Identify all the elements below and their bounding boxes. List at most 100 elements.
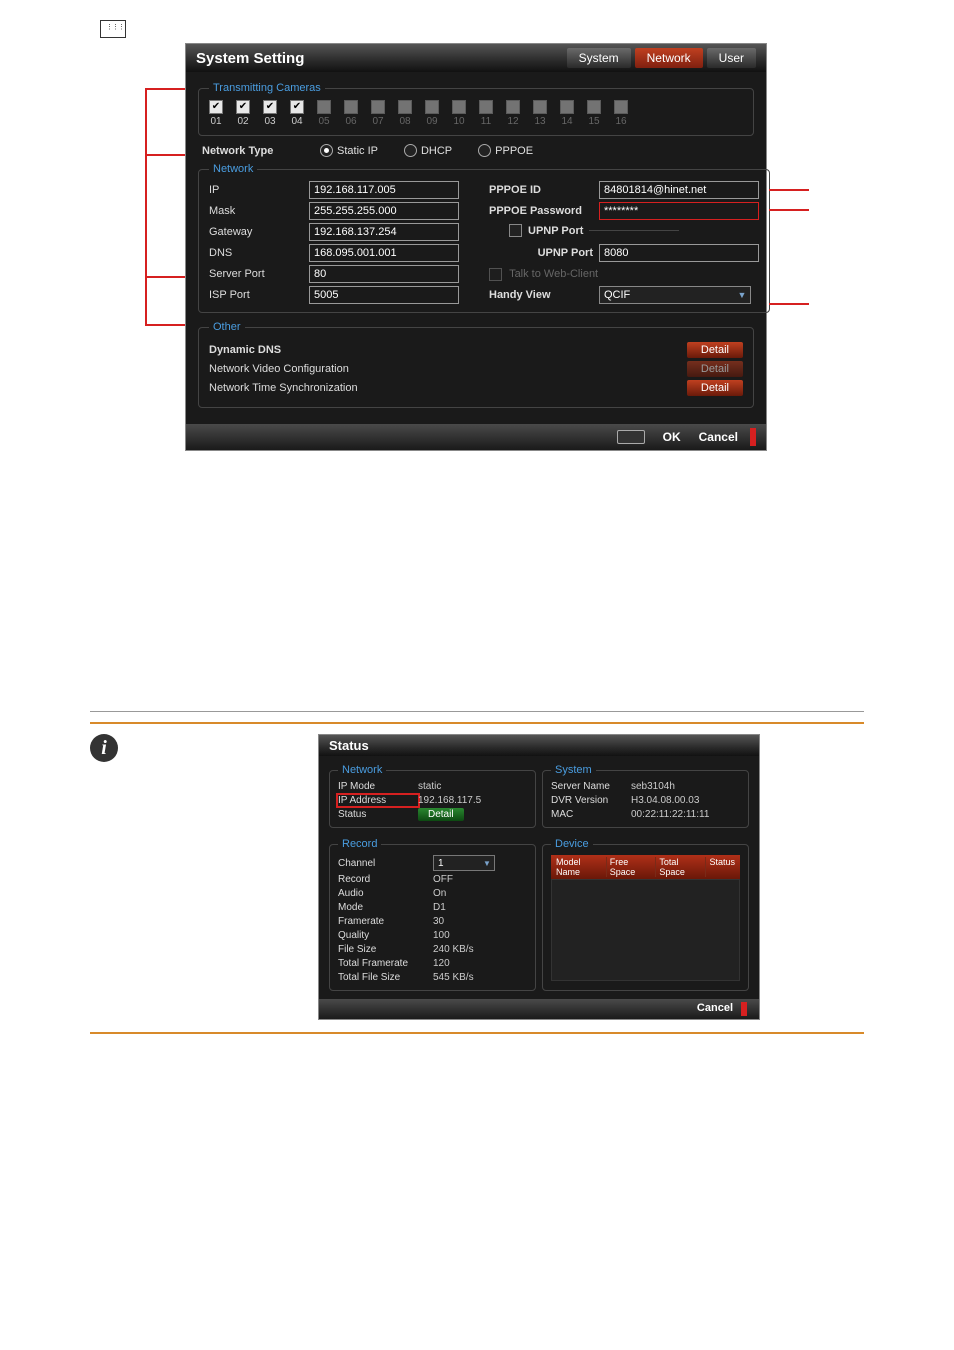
handy-view-label: Handy View — [489, 289, 599, 301]
dns-input[interactable]: 168.095.001.001 — [309, 244, 459, 262]
camera-checkbox[interactable]: ✔ — [209, 100, 223, 114]
camera-10: 10 — [452, 100, 466, 127]
chevron-down-icon: ▼ — [480, 859, 494, 868]
nts-detail-button[interactable]: Detail — [687, 380, 743, 396]
camera-16: 16 — [614, 100, 628, 127]
camera-07: 07 — [371, 100, 385, 127]
tabs: System Network User — [567, 48, 756, 68]
radio-static-ip[interactable]: Static IP — [320, 144, 378, 157]
server-port-label: Server Port — [209, 268, 309, 280]
total-filesize-value: 545 KB/s — [433, 972, 527, 983]
camera-checkbox[interactable]: ✔ — [263, 100, 277, 114]
camera-12: 12 — [506, 100, 520, 127]
camera-label: 11 — [481, 116, 491, 127]
cameras-legend: Transmitting Cameras — [209, 82, 325, 94]
camera-checkbox — [506, 100, 520, 114]
camera-label: 06 — [345, 116, 356, 127]
audio-value: On — [433, 888, 527, 899]
network-group: Network IP 192.168.117.005 PPPOE ID 8480… — [198, 163, 770, 313]
tab-system[interactable]: System — [567, 48, 631, 68]
filesize-value: 240 KB/s — [433, 944, 527, 955]
mac-value: 00:22:11:22:11:11 — [631, 809, 740, 820]
ddns-label: Dynamic DNS — [209, 344, 281, 356]
camera-label: 16 — [615, 116, 626, 127]
handy-view-select[interactable]: QCIF ▼ — [599, 286, 751, 304]
camera-01[interactable]: ✔01 — [209, 100, 223, 127]
server-port-input[interactable]: 80 — [309, 265, 459, 283]
dvr-version-label: DVR Version — [551, 795, 631, 806]
dns-label: DNS — [209, 247, 309, 259]
server-name-value: seb3104h — [631, 781, 740, 792]
camera-checkbox — [479, 100, 493, 114]
radio-pppoe[interactable]: PPPOE — [478, 144, 533, 157]
camera-03[interactable]: ✔ 03 — [263, 100, 277, 127]
upnp-checkbox[interactable] — [509, 224, 522, 237]
camera-label: 10 — [453, 116, 464, 127]
camera-checkbox — [425, 100, 439, 114]
camera-checkbox — [317, 100, 331, 114]
camera-14: 14 — [560, 100, 574, 127]
mac-label: MAC — [551, 809, 631, 820]
nvc-detail-button[interactable]: Detail — [687, 361, 743, 377]
keyboard-icon[interactable] — [100, 20, 126, 38]
upnp-port-label: UPNP Port — [489, 247, 599, 259]
camera-checkbox — [398, 100, 412, 114]
pppoe-pw-input[interactable]: ******** — [599, 202, 759, 220]
tab-user[interactable]: User — [707, 48, 756, 68]
other-legend: Other — [209, 321, 245, 333]
channel-select[interactable]: 1 ▼ — [433, 855, 495, 871]
ip-input[interactable]: 192.168.117.005 — [309, 181, 459, 199]
total-filesize-label: Total File Size — [338, 972, 433, 983]
isp-port-input[interactable]: 5005 — [309, 286, 459, 304]
filesize-label: File Size — [338, 944, 433, 955]
total-framerate-label: Total Framerate — [338, 958, 433, 969]
camera-checkbox[interactable]: ✔ — [290, 100, 304, 114]
quality-value: 100 — [433, 930, 527, 941]
upnp-port-input[interactable]: 8080 — [599, 244, 759, 262]
status-cancel-button[interactable]: Cancel — [697, 1002, 733, 1016]
talk-web-checkbox[interactable] — [489, 268, 502, 281]
record-value: OFF — [433, 874, 527, 885]
camera-label: 05 — [318, 116, 329, 127]
radio-dhcp[interactable]: DHCP — [404, 144, 452, 157]
device-table-header: Model Name Free Space Total Space Status — [551, 855, 740, 879]
audio-label: Audio — [338, 888, 433, 899]
status-network-group: Network IP Mode static IP Address 192.16… — [329, 764, 536, 828]
camera-checkbox — [587, 100, 601, 114]
dvr-version-value: H3.04.08.00.03 — [631, 795, 740, 806]
record-label: Record — [338, 874, 433, 885]
camera-15: 15 — [587, 100, 601, 127]
system-setting-window: System Setting System Network User Trans… — [185, 43, 767, 451]
camera-checkbox[interactable]: ✔ — [236, 100, 250, 114]
other-group: Other Dynamic DNS Detail Network Video C… — [198, 321, 754, 408]
keyboard-icon[interactable] — [617, 430, 645, 444]
gateway-input[interactable]: 192.168.137.254 — [309, 223, 459, 241]
upnp-section-label: UPNP Port — [528, 225, 583, 237]
status-title: Status — [329, 738, 369, 753]
camera-label: 07 — [372, 116, 383, 127]
camera-checkbox — [344, 100, 358, 114]
camera-label: 14 — [561, 116, 572, 127]
camera-04[interactable]: ✔ 04 — [290, 100, 304, 127]
status-detail-button[interactable]: Detail — [418, 808, 464, 821]
camera-label: 04 — [291, 116, 302, 127]
ok-button[interactable]: OK — [663, 430, 681, 444]
pppoe-id-input[interactable]: 84801814@hinet.net — [599, 181, 759, 199]
camera-label: 12 — [507, 116, 518, 127]
status-system-group: System Server Name seb3104h DVR Version … — [542, 764, 749, 828]
status-record-group: Record Channel 1 ▼ Record OFF A — [329, 838, 536, 991]
talk-web-label: Talk to Web-Client — [509, 268, 598, 280]
mask-input[interactable]: 255.255.255.000 — [309, 202, 459, 220]
ddns-detail-button[interactable]: Detail — [687, 342, 743, 358]
mode-value: D1 — [433, 902, 527, 913]
camera-label: 15 — [588, 116, 599, 127]
tab-network[interactable]: Network — [635, 48, 703, 68]
network-legend: Network — [209, 163, 257, 175]
gateway-label: Gateway — [209, 226, 309, 238]
mode-label: Mode — [338, 902, 433, 913]
camera-label: 03 — [264, 116, 275, 127]
cancel-button[interactable]: Cancel — [699, 430, 738, 444]
window-title: System Setting — [196, 50, 304, 67]
camera-02[interactable]: ✔02 — [236, 100, 250, 127]
camera-checkbox — [452, 100, 466, 114]
